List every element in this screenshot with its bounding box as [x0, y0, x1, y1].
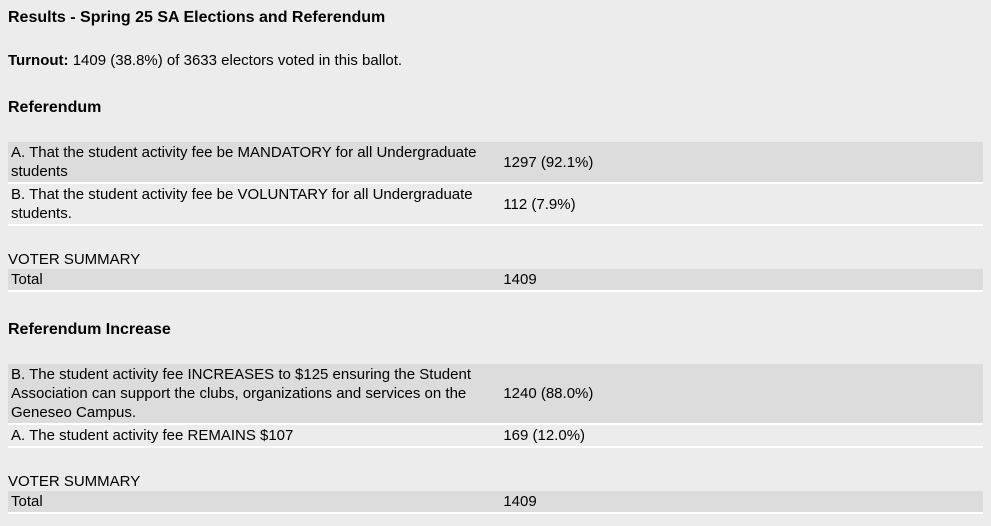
vote-count: 169 (12.0%): [503, 427, 586, 444]
option-label: B. The student activity fee INCREASES to…: [11, 366, 471, 421]
table-row: A. The student activity fee REMAINS $107…: [8, 424, 983, 447]
vote-count: 1297 (92.1%): [503, 153, 594, 171]
total-value: 1409: [503, 271, 537, 288]
section-referendum: Referendum A. That the student activity …: [8, 98, 983, 292]
option-label: A. That the student activity fee be MAND…: [11, 144, 477, 180]
section-heading-referendum: Referendum: [8, 99, 102, 116]
section-heading-referendum-increase: Referendum Increase: [8, 321, 171, 338]
vote-count: 1240 (88.0%): [503, 385, 594, 402]
total-value: 1409: [503, 493, 537, 510]
table-row: Total 1409: [8, 269, 983, 291]
results-table-referendum: A. That the student activity fee be MAND…: [8, 142, 983, 226]
table-row: B. The student activity fee INCREASES to…: [8, 364, 983, 424]
voter-summary-label: VOTER SUMMARY: [8, 251, 141, 268]
page-title: Results - Spring 25 SA Elections and Ref…: [8, 9, 386, 26]
total-label: Total: [11, 493, 43, 510]
voter-summary-label: VOTER SUMMARY: [8, 473, 141, 490]
results-page: { "page": { "title": "Results - Spring 2…: [8, 8, 983, 518]
voter-summary-table-referendum: Total 1409: [8, 269, 983, 292]
table-row: A. That the student activity fee be MAND…: [8, 142, 983, 183]
table-row: Total 1409: [8, 491, 983, 513]
turnout-label: Turnout:: [8, 52, 69, 69]
option-label: A. The student activity fee REMAINS $107: [11, 427, 294, 444]
option-label: B. That the student activity fee be VOLU…: [11, 186, 473, 222]
total-label: Total: [11, 271, 43, 288]
results-table-referendum-increase: B. The student activity fee INCREASES to…: [8, 364, 983, 448]
voter-summary-table-referendum-increase: Total 1409: [8, 491, 983, 514]
turnout-text: 1409 (38.8%) of 3633 electors voted in t…: [72, 52, 403, 69]
turnout-line: Turnout: 1409 (38.8%) of 3633 electors v…: [8, 51, 983, 70]
table-row: B. That the student activity fee be VOLU…: [8, 183, 983, 225]
vote-count: 112 (7.9%): [503, 195, 576, 213]
section-referendum-increase: Referendum Increase B. The student activ…: [8, 320, 983, 514]
